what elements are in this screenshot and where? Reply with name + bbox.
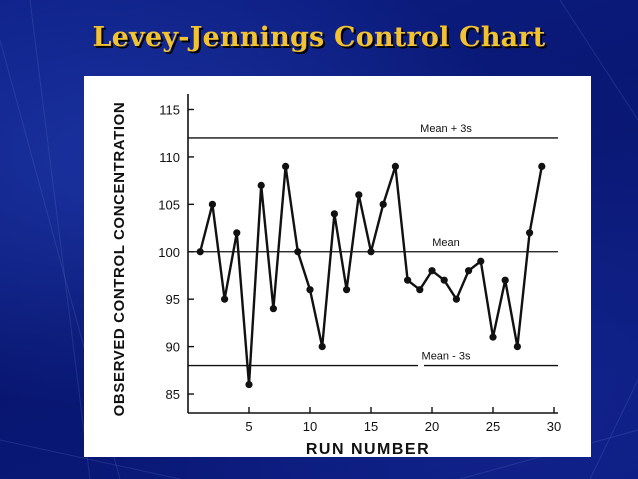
data-point xyxy=(330,210,338,218)
reference-line-label: Mean xyxy=(432,237,460,249)
data-point xyxy=(465,267,473,275)
x-tick-label: 10 xyxy=(303,419,317,434)
data-point xyxy=(282,162,290,170)
y-tick-label: 110 xyxy=(159,150,180,165)
data-point xyxy=(391,162,399,170)
chart-ticks: 85 90 95 100 105 110 115 5 10 15 20 25 30 xyxy=(158,102,561,434)
chart-panel: 85 90 95 100 105 110 115 5 10 15 20 25 30 Mean + 3s M… xyxy=(84,76,591,457)
x-axis-label: RUN NUMBER xyxy=(306,441,430,457)
data-point xyxy=(269,305,277,313)
data-point xyxy=(404,276,412,284)
slide-title: Levey-Jennings Control Chart xyxy=(92,22,546,53)
x-tick-label: 25 xyxy=(486,419,500,434)
data-point xyxy=(428,267,436,275)
x-tick-label: 5 xyxy=(245,419,252,434)
data-point xyxy=(355,191,363,199)
data-point xyxy=(343,286,351,294)
reference-line-label: Mean - 3s xyxy=(422,351,471,363)
data-point xyxy=(318,343,326,351)
data-point xyxy=(233,229,241,237)
y-tick-label: 115 xyxy=(159,102,180,117)
data-point xyxy=(379,200,387,208)
data-point xyxy=(501,276,509,284)
data-point xyxy=(477,257,485,265)
data-point xyxy=(513,343,521,351)
data-point xyxy=(306,286,314,294)
data-point xyxy=(221,295,229,303)
data-point xyxy=(245,380,253,389)
x-tick-label: 15 xyxy=(364,419,378,434)
data-point xyxy=(367,248,375,256)
y-tick-label: 90 xyxy=(166,340,180,355)
scan-artifact xyxy=(418,361,424,370)
data-point xyxy=(538,162,546,170)
x-tick-label: 30 xyxy=(547,419,561,434)
data-point xyxy=(257,181,265,189)
y-axis-label: OBSERVED CONTROL CONCENTRATION xyxy=(111,102,128,417)
x-tick-label: 20 xyxy=(425,419,439,434)
data-point xyxy=(440,276,448,284)
data-point xyxy=(416,286,424,294)
y-tick-label: 95 xyxy=(166,292,180,307)
y-tick-label: 100 xyxy=(158,245,180,260)
data-point xyxy=(196,248,204,256)
data-point xyxy=(526,229,534,237)
y-tick-label: 105 xyxy=(158,197,180,212)
series-line xyxy=(199,165,543,386)
data-point xyxy=(208,200,216,208)
levey-jennings-chart: 85 90 95 100 105 110 115 5 10 15 20 25 30 Mean + 3s M… xyxy=(111,94,561,457)
y-tick-label: 85 xyxy=(166,387,180,402)
data-series xyxy=(196,162,546,389)
reference-line-label: Mean + 3s xyxy=(420,123,472,135)
data-point xyxy=(294,248,302,256)
data-point xyxy=(452,295,460,303)
data-point xyxy=(489,333,497,341)
